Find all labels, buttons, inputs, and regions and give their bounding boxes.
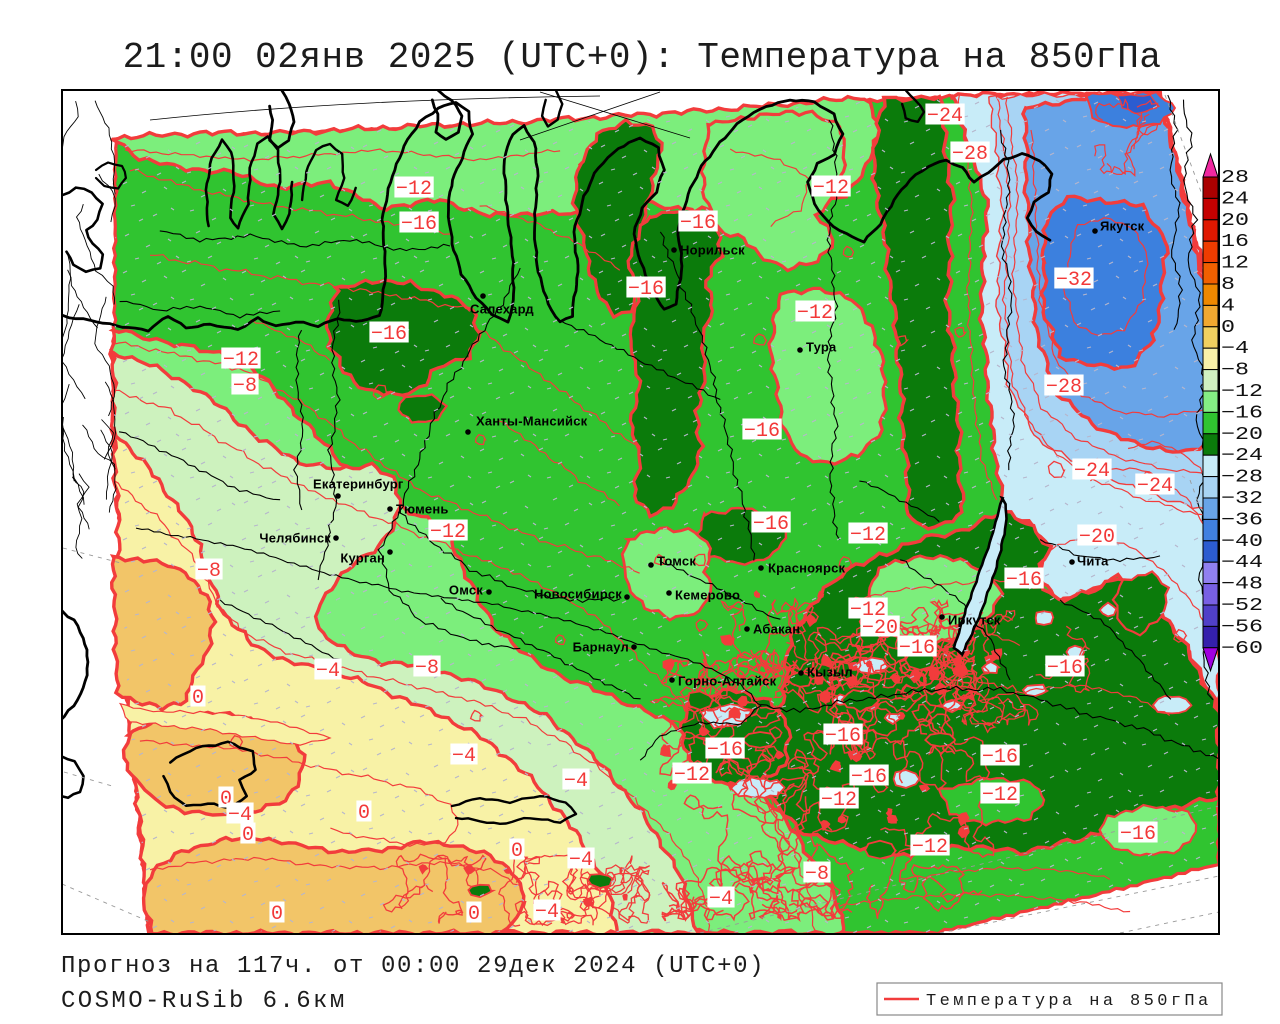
svg-text:−12: −12 [396,178,432,201]
svg-text:−16: −16 [1006,569,1042,592]
svg-text:Екатеринбург: Екатеринбург [313,477,404,492]
svg-text:−16: −16 [1221,403,1263,423]
svg-text:−16: −16 [371,323,407,346]
svg-text:−4: −4 [1221,339,1249,359]
svg-text:4: 4 [1221,296,1235,316]
svg-text:−48: −48 [1221,575,1263,595]
svg-text:−12: −12 [223,349,259,372]
svg-text:−32: −32 [1056,269,1092,292]
svg-text:8: 8 [1221,275,1235,295]
svg-text:−28: −28 [952,143,988,166]
svg-text:−16: −16 [1120,823,1156,846]
svg-text:COSMO-RuSib 6.6км: COSMO-RuSib 6.6км [61,988,347,1015]
svg-text:−4: −4 [535,901,559,924]
svg-text:−4: −4 [569,849,593,872]
svg-text:0: 0 [1221,318,1235,338]
svg-text:−28: −28 [1221,468,1263,488]
svg-text:Салехард: Салехард [470,302,534,317]
svg-text:−4: −4 [228,804,252,827]
svg-text:−4: −4 [452,745,476,768]
svg-text:−24: −24 [1221,446,1263,466]
svg-text:−8: −8 [233,375,257,398]
svg-text:−12: −12 [1221,382,1263,402]
svg-text:0: 0 [468,903,480,926]
svg-text:−16: −16 [753,513,789,536]
svg-text:20: 20 [1221,211,1249,231]
svg-text:Чита: Чита [1077,554,1109,569]
svg-text:Томск: Томск [657,554,696,569]
svg-text:Абакан: Абакан [753,622,800,637]
svg-text:Тюмень: Тюмень [396,502,449,517]
svg-text:−12: −12 [674,764,710,787]
svg-text:−20: −20 [1221,425,1263,445]
svg-text:−28: −28 [1046,376,1082,399]
svg-text:Красноярск: Красноярск [768,561,846,576]
svg-text:−32: −32 [1221,489,1263,509]
svg-text:−36: −36 [1221,510,1263,530]
svg-text:−52: −52 [1221,596,1263,616]
svg-text:−12: −12 [982,784,1018,807]
svg-text:−24: −24 [927,105,963,128]
svg-text:−8: −8 [1221,361,1249,381]
svg-text:−16: −16 [744,420,780,443]
svg-text:−20: −20 [862,617,898,640]
svg-text:16: 16 [1221,232,1249,252]
svg-text:−16: −16 [628,278,664,301]
svg-text:Кызыл: Кызыл [807,665,853,680]
svg-text:Тура: Тура [806,340,837,355]
svg-text:0: 0 [511,840,523,863]
svg-text:−16: −16 [825,725,861,748]
svg-text:28: 28 [1221,168,1249,188]
svg-text:−24: −24 [1074,460,1110,483]
svg-text:−12: −12 [797,302,833,325]
svg-text:Омск: Омск [449,583,483,598]
svg-text:21:00 02янв 2025 (UTC+0): Темп: 21:00 02янв 2025 (UTC+0): Температура на… [123,37,1162,78]
svg-text:−16: −16 [707,739,743,762]
svg-text:Температура на 850гПа: Температура на 850гПа [926,992,1212,1011]
svg-text:0: 0 [242,824,254,847]
svg-text:−56: −56 [1221,617,1263,637]
svg-text:Горно-Алтайск: Горно-Алтайск [678,674,777,689]
svg-text:−16: −16 [1047,657,1083,680]
svg-text:0: 0 [271,903,283,926]
svg-text:−4: −4 [564,770,588,793]
svg-text:−16: −16 [851,766,887,789]
svg-text:−4: −4 [709,888,733,911]
svg-text:−60: −60 [1221,639,1263,659]
svg-text:Барнаул: Барнаул [573,640,629,655]
svg-text:−12: −12 [821,789,857,812]
svg-text:−16: −16 [680,212,716,235]
svg-text:24: 24 [1221,189,1249,209]
svg-text:−8: −8 [805,863,829,886]
svg-text:Норильск: Норильск [680,243,745,258]
svg-text:−12: −12 [813,177,849,200]
svg-text:−12: −12 [430,521,466,544]
svg-text:−20: −20 [1079,526,1115,549]
svg-text:−4: −4 [316,660,340,683]
svg-text:Прогноз на 117ч. от 00:00 29де: Прогноз на 117ч. от 00:00 29дек 2024 (UT… [61,953,765,980]
svg-text:−8: −8 [415,657,439,680]
svg-text:0: 0 [192,687,204,710]
svg-text:−40: −40 [1221,532,1263,552]
svg-text:−16: −16 [899,637,935,660]
svg-text:Кемерово: Кемерово [675,588,740,603]
svg-text:−16: −16 [401,213,437,236]
svg-text:Якутск: Якутск [1100,219,1145,234]
svg-text:Иркутск: Иркутск [948,613,1001,628]
svg-text:−12: −12 [850,524,886,547]
svg-text:Ханты-Мансийск: Ханты-Мансийск [476,414,588,429]
svg-text:−24: −24 [1137,475,1173,498]
svg-text:−8: −8 [197,560,221,583]
svg-text:0: 0 [358,802,370,825]
svg-text:−12: −12 [912,836,948,859]
svg-text:Курган: Курган [340,551,385,566]
svg-text:Челябинск: Челябинск [259,531,331,546]
svg-text:−16: −16 [982,746,1018,769]
svg-text:Новосибирск: Новосибирск [534,587,622,602]
svg-text:−44: −44 [1221,553,1263,573]
svg-text:12: 12 [1221,254,1249,274]
